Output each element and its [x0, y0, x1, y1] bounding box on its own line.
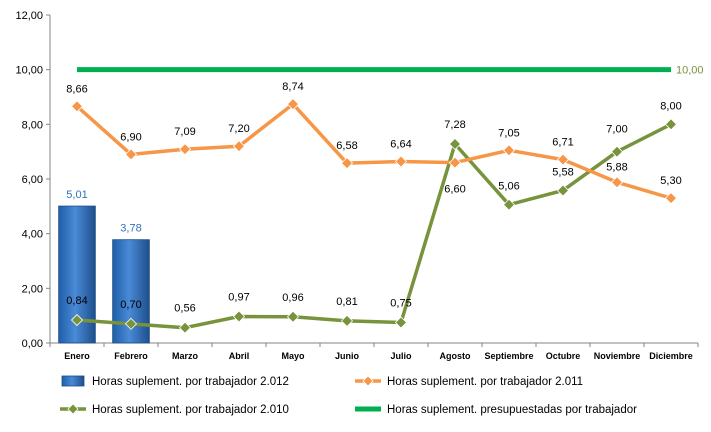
y-tick-label: 2,00	[22, 283, 43, 295]
bar-data-label: 5,01	[66, 189, 87, 201]
y-tick-label: 12,00	[15, 10, 43, 22]
series-2011-data-label: 5,88	[606, 161, 627, 173]
legend-swatch-marker	[362, 375, 374, 387]
legend-label: Horas suplement. por trabajador 2.012	[92, 376, 289, 388]
x-tick-label: Septiembre	[484, 351, 533, 361]
legend-label: Horas suplement. presupuestadas por trab…	[387, 404, 637, 416]
series-2010-data-label: 0,96	[282, 292, 303, 304]
series-2010-marker	[340, 314, 354, 327]
series-2011-data-label: 8,66	[66, 83, 87, 95]
series-2011-marker	[502, 144, 516, 157]
series-2011-data-label: 6,58	[336, 140, 357, 152]
x-tick-label: Marzo	[172, 351, 199, 361]
series-2010-marker	[124, 317, 138, 330]
x-tick-label: Abril	[229, 351, 250, 361]
series-2010-data-label: 0,81	[336, 296, 357, 308]
series-2011-data-label: 7,05	[498, 127, 519, 139]
series-2010-marker	[502, 198, 516, 211]
series-2010-marker	[610, 145, 624, 158]
series-2010-data-label: 7,00	[606, 124, 627, 136]
series-2011-data-label: 8,74	[282, 81, 303, 93]
series-2011-data-label: 5,30	[660, 175, 681, 187]
series-2010-data-label: 0,97	[228, 291, 249, 303]
series-2010-marker	[394, 316, 408, 329]
budget-end-label: 10,00	[676, 65, 704, 77]
series-2011-data-label: 6,64	[390, 139, 411, 151]
series-2011-data-label: 7,20	[228, 123, 249, 135]
series-2010-data-label: 0,75	[390, 298, 411, 310]
series-2010-marker	[178, 321, 192, 334]
series-2011-marker	[124, 148, 138, 161]
series-2011-marker	[448, 156, 462, 169]
legend-label: Horas suplement. por trabajador 2.010	[92, 404, 289, 416]
series-2010-marker	[556, 184, 570, 197]
series-2011-data-label: 6,71	[552, 137, 573, 149]
series-2010-data-label: 5,06	[498, 181, 519, 193]
x-tick-label: Agosto	[440, 351, 471, 361]
x-tick-label: Mayo	[281, 351, 305, 361]
series-2011-marker	[610, 176, 624, 189]
series-2010-data-label: 0,70	[120, 299, 141, 311]
series-2011-line	[75, 102, 672, 200]
x-tick-label: Noviembre	[594, 351, 641, 361]
legend-label: Horas suplement. por trabajador 2.011	[387, 376, 583, 388]
series-2010-marker	[448, 137, 462, 151]
bar-data-label: 3,78	[120, 223, 141, 235]
y-tick-label: 10,00	[15, 65, 43, 77]
series-2011-marker	[556, 153, 570, 166]
series-2011-data-label: 7,09	[174, 126, 195, 138]
series-2011-marker	[178, 143, 192, 156]
series-2011-data-label: 6,90	[120, 131, 141, 143]
series-2010-marker	[664, 118, 678, 131]
y-tick-label: 8,00	[22, 119, 43, 131]
series-2010-data-label: 8,00	[660, 100, 681, 112]
x-tick-label: Julio	[390, 351, 412, 361]
series-2011-marker	[232, 140, 246, 153]
x-tick-label: Octubre	[546, 351, 581, 361]
series-2010-data-label: 0,84	[66, 295, 87, 307]
series-2011-marker	[286, 98, 300, 111]
series-2010-marker	[70, 313, 84, 327]
series-2011-marker	[340, 157, 354, 170]
legend-swatch-2012	[61, 375, 85, 387]
series-2010-data-label: 0,56	[174, 303, 195, 315]
series-2010-marker	[232, 310, 246, 323]
series-2010-data-label: 7,28	[444, 119, 465, 131]
x-tick-label: Diciembre	[649, 351, 693, 361]
y-tick-label: 4,00	[22, 229, 43, 241]
series-2011-data-label: 6,60	[444, 184, 465, 196]
x-tick-label: Junio	[335, 351, 360, 361]
legend-swatch-marker	[67, 403, 79, 415]
y-tick-label: 0,00	[22, 338, 43, 350]
series-2011-marker	[70, 100, 84, 113]
series-2010-data-label: 5,58	[552, 166, 573, 178]
series-2011-marker	[664, 192, 678, 205]
x-tick-label: Enero	[64, 351, 90, 361]
series-2010-marker	[286, 310, 300, 323]
series-2010-line	[76, 122, 672, 330]
y-tick-label: 6,00	[22, 174, 43, 186]
x-tick-label: Febrero	[114, 351, 148, 361]
series-2011-marker	[394, 155, 408, 168]
